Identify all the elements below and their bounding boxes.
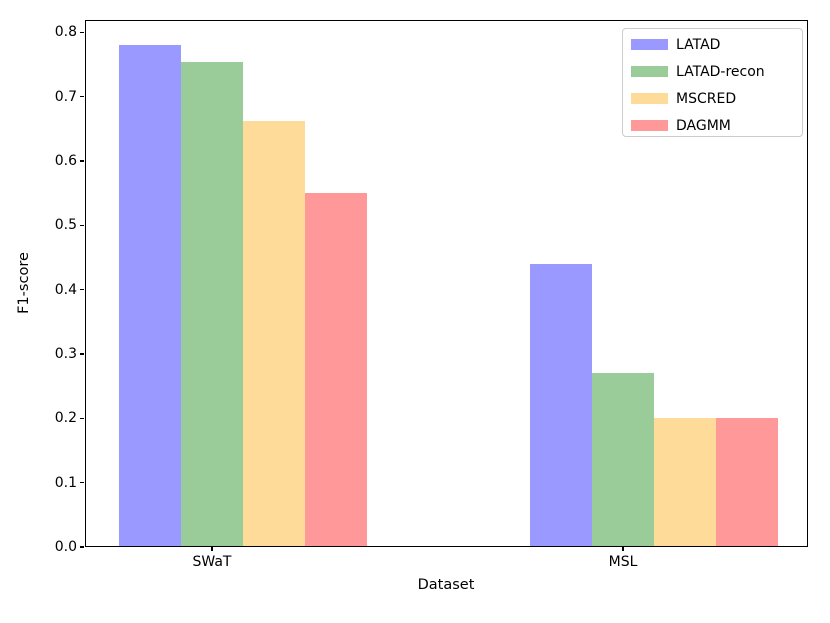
bar-msl-latad-recon [592,373,654,547]
bar-msl-mscred [654,418,716,547]
y-tick-label: 0.7 [54,88,77,105]
y-tick-label: 0.3 [54,345,77,362]
legend-label: LATAD [676,36,721,53]
y-tick-mark [80,160,84,162]
x-tick-mark [622,547,624,551]
legend-swatch-latad-recon [631,66,668,77]
legend-item-latad: LATAD [631,31,794,58]
legend-item-latad-recon: LATAD-recon [631,58,794,85]
bar-swat-mscred [243,121,305,547]
y-tick-label: 0.5 [54,217,77,234]
legend-items: LATAD LATAD-recon MSCRED DAGMM [631,31,794,139]
y-tick-mark [80,482,84,484]
y-tick-mark [80,417,84,419]
legend-label: LATAD-recon [676,63,765,80]
legend: LATAD LATAD-recon MSCRED DAGMM [622,28,803,137]
bar-swat-dagmm [305,193,367,547]
legend-item-dagmm: DAGMM [631,112,794,139]
y-tick-label: 0.4 [54,281,77,298]
y-tick-mark [80,288,84,291]
legend-label: MSCRED [676,90,737,107]
plot-area: 0.0 0.1 0.2 0.3 0.4 0.5 0.6 0.7 0.8 SWaT MSL F1-s… [16,20,808,593]
y-tick-mark [80,546,84,548]
x-tick-mark [211,547,213,551]
y-tick-label: 0.8 [54,24,77,41]
legend-label: DAGMM [676,117,731,134]
legend-swatch-latad [631,39,668,50]
bar-msl-latad [530,263,592,547]
bar-swat-latad-recon [181,62,243,547]
legend-item-mscred: MSCRED [631,85,794,112]
y-tick-mark [80,31,84,33]
x-tick-label-msl: MSL [608,554,638,570]
y-axis-label: F1-score [16,252,32,314]
legend-swatch-mscred [631,93,668,104]
y-tick-mark [80,95,84,98]
legend-swatch-dagmm [631,120,668,131]
bar-msl-dagmm [716,418,778,547]
y-tick-mark [80,224,84,226]
y-tick-label: 0.1 [54,474,77,491]
y-tick-label: 0.2 [54,410,77,427]
x-axis-label: Dataset [417,577,475,593]
y-tick-mark [80,353,84,355]
x-tick-label-swat: SWaT [192,554,232,570]
y-tick-label: 0.0 [54,539,77,555]
y-tick-label: 0.6 [54,152,77,169]
bar-swat-latad [119,45,181,547]
